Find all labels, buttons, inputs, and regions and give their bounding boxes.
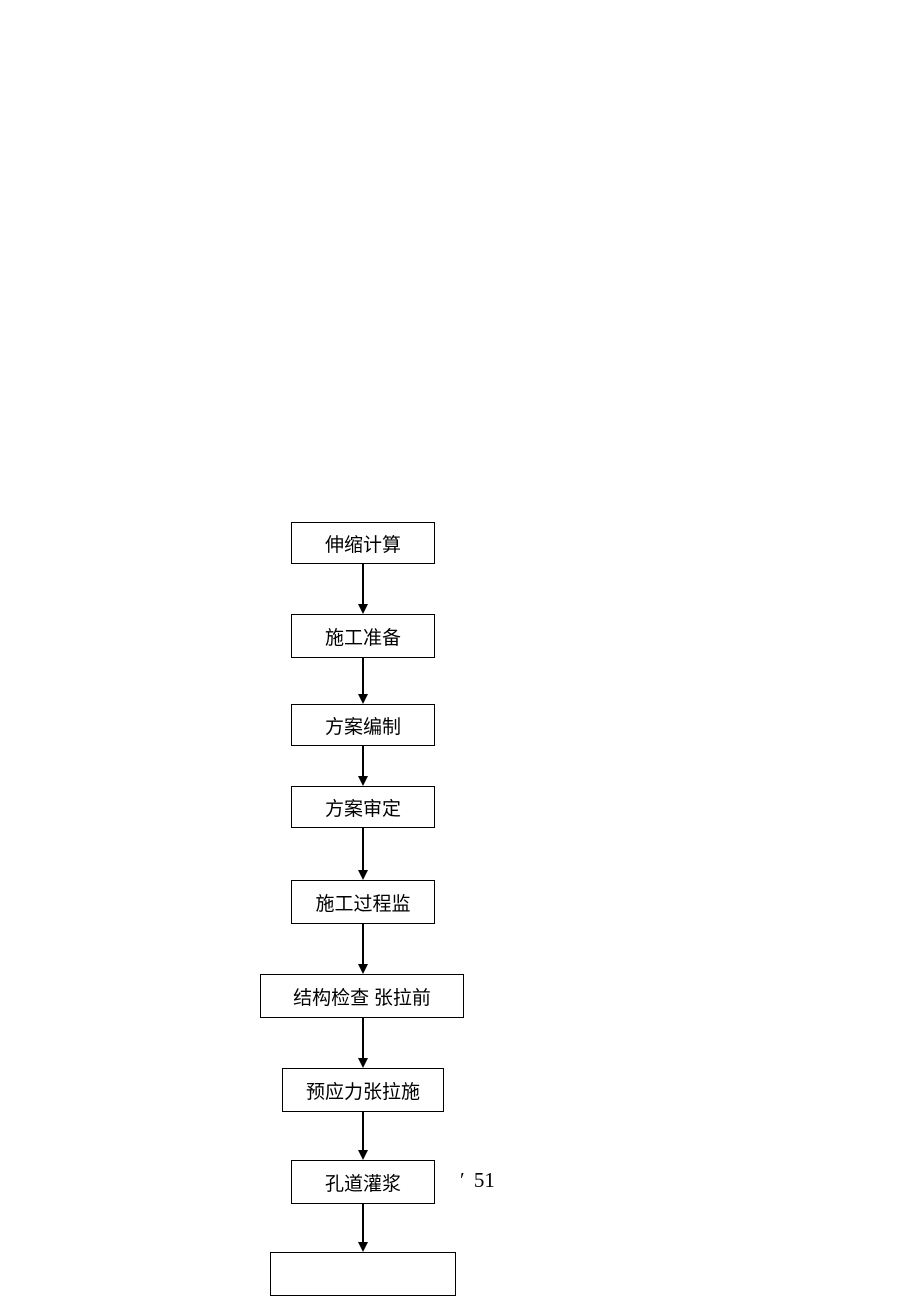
arrow-down-icon <box>358 964 368 974</box>
flow-node-label: 方案编制 <box>325 712 401 739</box>
page: 伸缩计算 施工准备 方案编制 方案审定 施工过程监 结构检查 张拉前 预应力张拉… <box>0 0 920 1302</box>
flow-edge <box>362 1018 364 1058</box>
arrow-down-icon <box>358 694 368 704</box>
flow-node-inspect: 结构检查 张拉前 <box>260 974 464 1018</box>
flow-node-label: 孔道灌浆 <box>325 1169 401 1196</box>
flow-node-label: 预应力张拉施 <box>306 1077 420 1104</box>
flow-node-draft: 方案编制 <box>291 704 435 746</box>
flow-node-monitor: 施工过程监 <box>291 880 435 924</box>
arrow-down-icon <box>358 1058 368 1068</box>
flow-edge <box>362 658 364 694</box>
flow-node-label: 施工准备 <box>325 623 401 650</box>
flow-edge <box>362 924 364 964</box>
flow-edge <box>362 1112 364 1150</box>
flow-node-prepare: 施工准备 <box>291 614 435 658</box>
arrow-down-icon <box>358 870 368 880</box>
page-number-text: 51 <box>474 1168 495 1192</box>
flow-node-label: 施工过程监 <box>315 889 410 916</box>
flow-node-last <box>270 1252 456 1296</box>
flow-edge <box>362 564 364 604</box>
page-number: ′ 51 <box>460 1168 495 1193</box>
flow-node-label: 伸缩计算 <box>325 530 401 557</box>
flow-edge <box>362 746 364 776</box>
flow-node-label: 方案审定 <box>325 794 401 821</box>
flow-node-approve: 方案审定 <box>291 786 435 828</box>
flow-node-tension: 预应力张拉施 <box>282 1068 444 1112</box>
arrow-down-icon <box>358 1242 368 1252</box>
arrow-down-icon <box>358 604 368 614</box>
arrow-down-icon <box>358 776 368 786</box>
flow-node-calc: 伸缩计算 <box>291 522 435 564</box>
flow-node-grout: 孔道灌浆 <box>291 1160 435 1204</box>
arrow-down-icon <box>358 1150 368 1160</box>
page-number-prefix: ′ <box>460 1168 465 1192</box>
flow-edge <box>362 828 364 870</box>
flow-edge <box>362 1204 364 1242</box>
flow-node-label: 结构检查 张拉前 <box>293 983 431 1010</box>
